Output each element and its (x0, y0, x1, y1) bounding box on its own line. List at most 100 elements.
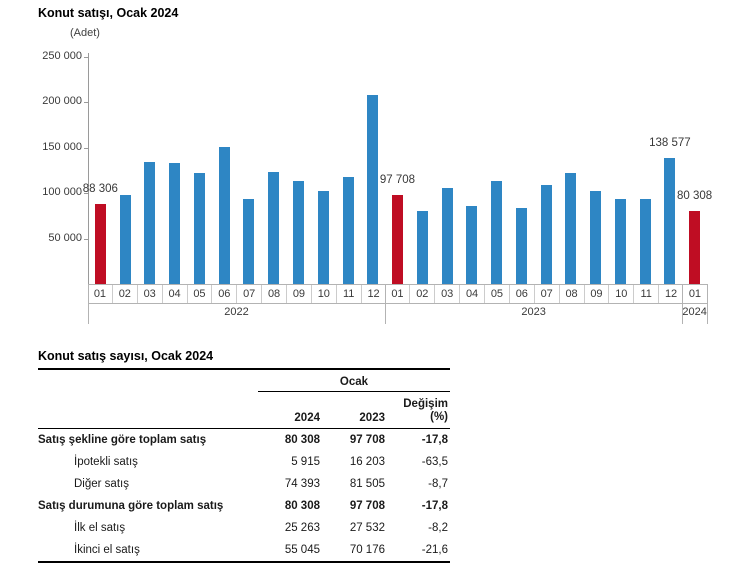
bar-slot (435, 57, 460, 284)
table-row: İlk el satış 25 263 27 532 -8,2 (38, 517, 450, 539)
x-axis-month-label: 11 (337, 285, 362, 303)
x-axis-month-label: 12 (367, 288, 380, 300)
x-axis-month-label: 01 (88, 285, 113, 303)
y-axis-label: 50 000 (48, 231, 82, 244)
y-axis-tick (84, 102, 88, 104)
bar-2023-02 (416, 211, 428, 284)
y-axis-label: 250 000 (42, 50, 82, 62)
bar-slot (608, 57, 633, 284)
x-axis-year-label: 2024 (682, 306, 707, 318)
bar-slot (410, 57, 435, 284)
table-header-change: Değişim (%) (385, 398, 450, 428)
cell-2024: 74 393 (284, 478, 320, 490)
cell-2024: 80 308 (284, 434, 320, 446)
x-axis-month-label: 01 (386, 285, 411, 303)
x-axis-month-label: 11 (634, 285, 660, 303)
bar-2023-12 (664, 158, 676, 284)
bar-2022-04 (169, 163, 181, 284)
bar-slot (261, 57, 286, 284)
x-axis-year-label: 2023 (521, 306, 546, 318)
bar-slot (484, 57, 509, 284)
bar-2022-12 (367, 95, 379, 284)
x-axis-month-label: 07 (535, 285, 560, 303)
bar-slot (534, 57, 559, 284)
table-header-change-line2: (%) (430, 411, 448, 423)
y-axis-tick (84, 57, 88, 58)
table-row: İpotekli satış 5 915 16 203 -63,5 (38, 451, 450, 473)
bar-2022-10 (317, 191, 329, 284)
bar-2022-06 (218, 147, 230, 284)
year-separator-line (707, 284, 708, 324)
x-axis-month-label: 12 (664, 288, 678, 300)
y-axis-tick (84, 147, 88, 149)
bar-2022-03 (144, 162, 156, 284)
x-axis-month-label: 03 (138, 285, 163, 303)
row-label: Diğer satış (74, 478, 129, 490)
x-axis-month-label: 05 (485, 285, 510, 303)
cell-2023: 97 708 (349, 434, 385, 446)
bar-2023-11 (639, 199, 651, 284)
bar-2023-01 (392, 195, 404, 284)
cell-change: -8,2 (428, 522, 448, 534)
cell-change: -21,6 (421, 544, 448, 556)
bar-2023-08 (565, 173, 577, 284)
chart-unit-label: (Adet) (70, 27, 100, 39)
bar-slot (237, 57, 262, 284)
cell-2024: 25 263 (284, 522, 320, 534)
row-label: İkinci el satış (74, 544, 140, 556)
x-axis-month-label: 10 (609, 285, 635, 303)
table-row: İkinci el satış 55 045 70 176 -21,6 (38, 539, 450, 561)
bar-slot (658, 57, 683, 284)
table-body: Satış şekline göre toplam satış 80 308 97 … (38, 429, 450, 561)
bar-2023-07 (540, 184, 552, 284)
table-header-change-line1: Değişim (403, 398, 448, 410)
bar-slot (311, 57, 336, 284)
bar-2022-05 (193, 172, 205, 284)
table-row: Satış şekline göre toplam satış 80 308 97 … (38, 429, 450, 451)
row-label: Satış şekline göre toplam satış (38, 434, 207, 446)
bar-slot (88, 57, 113, 284)
bar-2022-07 (243, 198, 255, 284)
y-axis-label: 150 000 (42, 140, 82, 153)
bar-value-label: 88 306 (82, 182, 118, 195)
bars-container (88, 57, 707, 284)
year-separator-line (385, 284, 386, 324)
x-axis-month-label: 07 (237, 285, 263, 303)
bar-slot (459, 57, 484, 284)
bar-2023-06 (515, 208, 527, 284)
cell-change: -17,8 (421, 500, 448, 512)
bar-2023-03 (441, 188, 453, 284)
y-axis-tick (84, 193, 88, 195)
x-axis-year-label: 2022 (224, 306, 249, 318)
cell-2023: 81 505 (349, 478, 385, 490)
bar-2023-09 (590, 190, 602, 284)
x-axis-month-label: 04 (163, 285, 188, 303)
cell-2023: 70 176 (349, 544, 385, 556)
x-axis-month-label: 02 (113, 285, 138, 303)
bar-slot (162, 57, 187, 284)
cell-2023: 97 708 (349, 500, 385, 512)
table-header-2024: 2024 (294, 412, 320, 424)
year-separator-line (88, 284, 89, 324)
x-axis-month-label: 08 (560, 285, 585, 303)
bar-slot (212, 57, 237, 284)
bar-2022-09 (293, 180, 304, 284)
bar-slot (360, 57, 385, 284)
y-axis-tick (84, 238, 88, 240)
bar-value-label: 80 308 (677, 190, 713, 203)
table-header-2023: 2023 (359, 412, 385, 424)
table-title: Konut satış sayısı, Ocak 2024 (38, 349, 214, 363)
bar-2023-04 (466, 206, 478, 284)
x-axis-month-label: 10 (312, 285, 337, 303)
bar-2024-01 (689, 211, 701, 284)
table-row: Satış durumuna göre toplam satış 80 308 97… (38, 495, 450, 517)
x-axis-month-label: 02 (410, 285, 436, 303)
x-axis-month-label: 09 (287, 285, 312, 303)
bar-slot (509, 57, 534, 284)
bar-slot (336, 57, 361, 284)
bar-slot (286, 57, 311, 284)
x-axis-month-label: 01 (688, 288, 702, 300)
cell-change: -8,7 (428, 478, 448, 490)
row-label: İpotekli satış (74, 456, 138, 468)
